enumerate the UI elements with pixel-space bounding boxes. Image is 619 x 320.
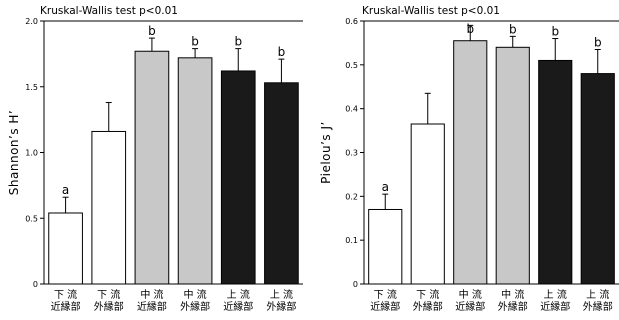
bar — [264, 82, 299, 285]
category-label: 下 流近縁部 — [51, 288, 81, 313]
category-label: 下 流外縁部 — [94, 288, 124, 313]
category-label: 中 流近縁部 — [137, 288, 167, 313]
y-tick-label: 0.5 — [345, 61, 358, 70]
bar — [177, 57, 213, 285]
category-label-line: 外縁部 — [498, 300, 528, 313]
bar — [91, 130, 127, 285]
significance-letter: b — [509, 22, 517, 36]
bar — [453, 40, 488, 285]
category-label-line: 下 流 — [416, 288, 439, 301]
category-label-line: 下 流 — [374, 288, 397, 301]
category-label: 中 流近縁部 — [455, 288, 485, 313]
significance-letter: b — [278, 45, 286, 59]
category-label-line: 上 流 — [586, 288, 609, 301]
bar — [538, 59, 573, 285]
category-label: 下 流近縁部 — [370, 288, 400, 313]
category-label: 上 流近縁部 — [540, 288, 570, 313]
chart-panel-1: Kruskal-Wallis test p<0.01 0 0.5 1.0 1.5 2.0 S… — [7, 5, 303, 313]
category-label-line: 外縁部 — [266, 300, 296, 313]
bar — [48, 212, 83, 285]
category-label-line: 下 流 — [54, 288, 77, 301]
chart-title: Kruskal-Wallis test p<0.01 — [40, 5, 178, 17]
category-label: 上 流外縁部 — [266, 288, 296, 313]
y-axis-label: Shannon’s H’ — [7, 110, 21, 195]
bar — [410, 123, 445, 285]
category-label-line: 上 流 — [270, 288, 293, 301]
category-label: 下 流外縁部 — [413, 288, 443, 313]
category-label-line: 近縁部 — [540, 300, 570, 313]
y-tick-label: 0.3 — [345, 149, 358, 158]
significance-letter: a — [382, 180, 389, 194]
y-tick-label: 0.6 — [345, 17, 358, 26]
y-tick-label: 0.4 — [345, 105, 358, 114]
category-label-line: 近縁部 — [137, 300, 167, 313]
significance-letter: b — [191, 35, 199, 49]
category-label: 中 流外縁部 — [180, 288, 210, 313]
chart-title: Kruskal-Wallis test p<0.01 — [362, 5, 500, 17]
significance-letter: b — [594, 35, 602, 49]
category-label-line: 外縁部 — [180, 300, 210, 313]
category-label-line: 上 流 — [544, 288, 567, 301]
bar — [220, 70, 256, 285]
category-label-line: 中 流 — [501, 288, 524, 301]
category-label-line: 近縁部 — [455, 300, 485, 313]
category-label-line: 近縁部 — [223, 300, 253, 313]
significance-letter: b — [148, 24, 156, 38]
category-label-line: 外縁部 — [413, 300, 443, 313]
category-label-line: 中 流 — [183, 288, 206, 301]
y-tick-label: 0.2 — [345, 192, 358, 201]
y-tick-label: 1.0 — [25, 149, 38, 158]
y-axis-label: Pielou’s J’ — [319, 121, 333, 184]
category-label-line: 近縁部 — [51, 300, 81, 313]
y-tick-label: 1.5 — [25, 83, 38, 92]
y-tick-label: 0 — [353, 280, 358, 289]
category-label-line: 下 流 — [97, 288, 120, 301]
y-tick-label: 0.1 — [345, 236, 358, 245]
category-label: 上 流外縁部 — [583, 288, 613, 313]
chart-panel-2: Kruskal-Wallis test p<0.01 0 0.1 0.2 0.3 0.4 0… — [319, 5, 619, 313]
significance-letter: b — [551, 25, 559, 39]
category-label-line: 外縁部 — [94, 300, 124, 313]
significance-letter: b — [234, 35, 242, 49]
bar — [134, 50, 170, 285]
category-label-line: 中 流 — [140, 288, 163, 301]
category-label: 上 流近縁部 — [223, 288, 253, 313]
significance-letter: a — [62, 183, 69, 197]
y-tick-label: 2.0 — [25, 17, 38, 26]
y-tick-label: 0.5 — [25, 214, 38, 223]
category-label-line: 中 流 — [459, 288, 482, 301]
category-label-line: 外縁部 — [583, 300, 613, 313]
bar — [495, 46, 530, 285]
category-label-line: 近縁部 — [370, 300, 400, 313]
significance-letter: b — [466, 22, 474, 36]
y-tick-label: 0 — [33, 280, 38, 289]
category-label-line: 上 流 — [227, 288, 250, 301]
bar — [580, 73, 615, 285]
bar — [368, 208, 403, 285]
category-label: 中 流外縁部 — [498, 288, 528, 313]
